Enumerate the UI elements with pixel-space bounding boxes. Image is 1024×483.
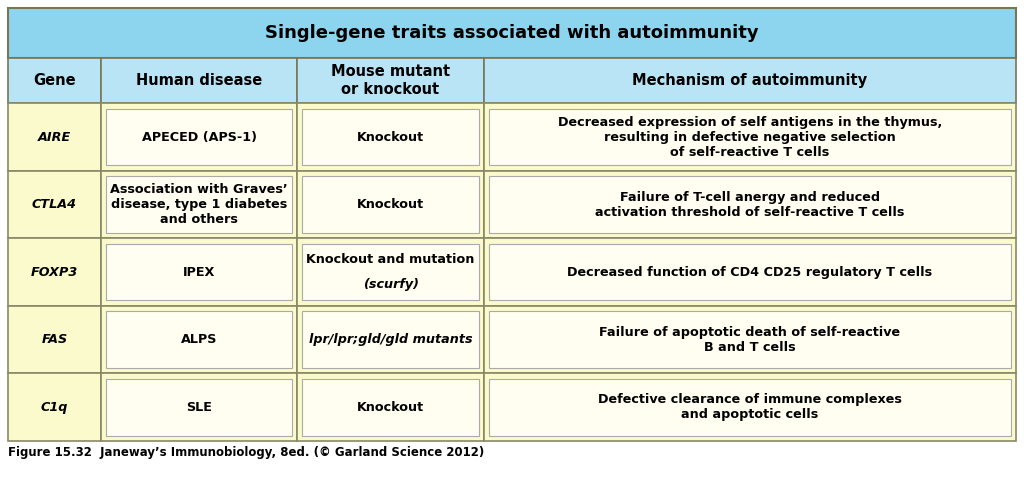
Text: Knockout: Knockout bbox=[357, 198, 424, 211]
Text: Decreased function of CD4 CD25 regulatory T cells: Decreased function of CD4 CD25 regulator… bbox=[567, 266, 933, 279]
Bar bbox=[297, 306, 483, 373]
Text: Mechanism of autoimmunity: Mechanism of autoimmunity bbox=[633, 73, 867, 88]
Bar bbox=[8, 306, 100, 373]
Text: Gene: Gene bbox=[33, 73, 76, 88]
Bar bbox=[100, 238, 297, 306]
Bar bbox=[100, 171, 297, 238]
Text: CTLA4: CTLA4 bbox=[32, 198, 77, 211]
Bar bbox=[297, 171, 483, 238]
Text: Association with Graves’
disease, type 1 diabetes
and others: Association with Graves’ disease, type 1… bbox=[111, 183, 288, 226]
Bar bbox=[488, 176, 1011, 233]
Bar bbox=[483, 373, 1016, 441]
Text: Figure 15.32  Janeway’s Immunobiology, 8ed. (© Garland Science 2012): Figure 15.32 Janeway’s Immunobiology, 8e… bbox=[8, 446, 484, 459]
Bar bbox=[297, 103, 483, 171]
Bar bbox=[488, 312, 1011, 368]
Text: FAS: FAS bbox=[41, 333, 68, 346]
Text: Failure of T-cell anergy and reduced
activation threshold of self-reactive T cel: Failure of T-cell anergy and reduced act… bbox=[595, 191, 904, 219]
Text: APECED (APS-1): APECED (APS-1) bbox=[141, 130, 257, 143]
Bar bbox=[302, 379, 479, 436]
Bar bbox=[105, 312, 292, 368]
Bar bbox=[488, 379, 1011, 436]
Text: C1q: C1q bbox=[41, 401, 68, 414]
Text: SLE: SLE bbox=[186, 401, 212, 414]
Text: Single-gene traits associated with autoimmunity: Single-gene traits associated with autoi… bbox=[265, 24, 759, 42]
Text: Defective clearance of immune complexes
and apoptotic cells: Defective clearance of immune complexes … bbox=[598, 393, 902, 421]
Bar bbox=[8, 103, 100, 171]
Text: Human disease: Human disease bbox=[136, 73, 262, 88]
Bar bbox=[488, 244, 1011, 300]
Bar bbox=[105, 244, 292, 300]
Bar bbox=[105, 109, 292, 165]
Bar bbox=[8, 8, 1016, 58]
Bar bbox=[488, 109, 1011, 165]
Bar bbox=[100, 58, 297, 103]
Bar bbox=[483, 103, 1016, 171]
Text: AIRE: AIRE bbox=[38, 130, 71, 143]
Text: Knockout: Knockout bbox=[357, 130, 424, 143]
Text: FOXP3: FOXP3 bbox=[31, 266, 78, 279]
Bar bbox=[302, 176, 479, 233]
Text: IPEX: IPEX bbox=[183, 266, 215, 279]
Text: lpr/lpr;gld/gld mutants: lpr/lpr;gld/gld mutants bbox=[308, 333, 472, 346]
Bar bbox=[302, 312, 479, 368]
Bar bbox=[483, 306, 1016, 373]
Bar bbox=[302, 109, 479, 165]
Bar bbox=[297, 373, 483, 441]
Bar bbox=[483, 58, 1016, 103]
Bar bbox=[8, 373, 100, 441]
Text: Knockout: Knockout bbox=[357, 401, 424, 414]
Text: Mouse mutant
or knockout: Mouse mutant or knockout bbox=[331, 64, 451, 97]
Bar bbox=[105, 176, 292, 233]
Bar bbox=[100, 306, 297, 373]
Bar bbox=[8, 58, 100, 103]
Bar bbox=[483, 171, 1016, 238]
Text: Knockout and mutation: Knockout and mutation bbox=[306, 253, 475, 266]
Bar bbox=[105, 379, 292, 436]
Text: Decreased expression of self antigens in the thymus,
resulting in defective nega: Decreased expression of self antigens in… bbox=[558, 115, 942, 158]
Bar bbox=[100, 373, 297, 441]
Bar bbox=[8, 238, 100, 306]
Text: ALPS: ALPS bbox=[181, 333, 217, 346]
Text: (scurfy): (scurfy) bbox=[362, 278, 419, 291]
Bar bbox=[8, 171, 100, 238]
Bar bbox=[483, 238, 1016, 306]
Bar bbox=[297, 58, 483, 103]
Bar bbox=[302, 244, 479, 300]
Text: Failure of apoptotic death of self-reactive
B and T cells: Failure of apoptotic death of self-react… bbox=[599, 326, 900, 354]
Bar bbox=[297, 238, 483, 306]
Bar bbox=[100, 103, 297, 171]
